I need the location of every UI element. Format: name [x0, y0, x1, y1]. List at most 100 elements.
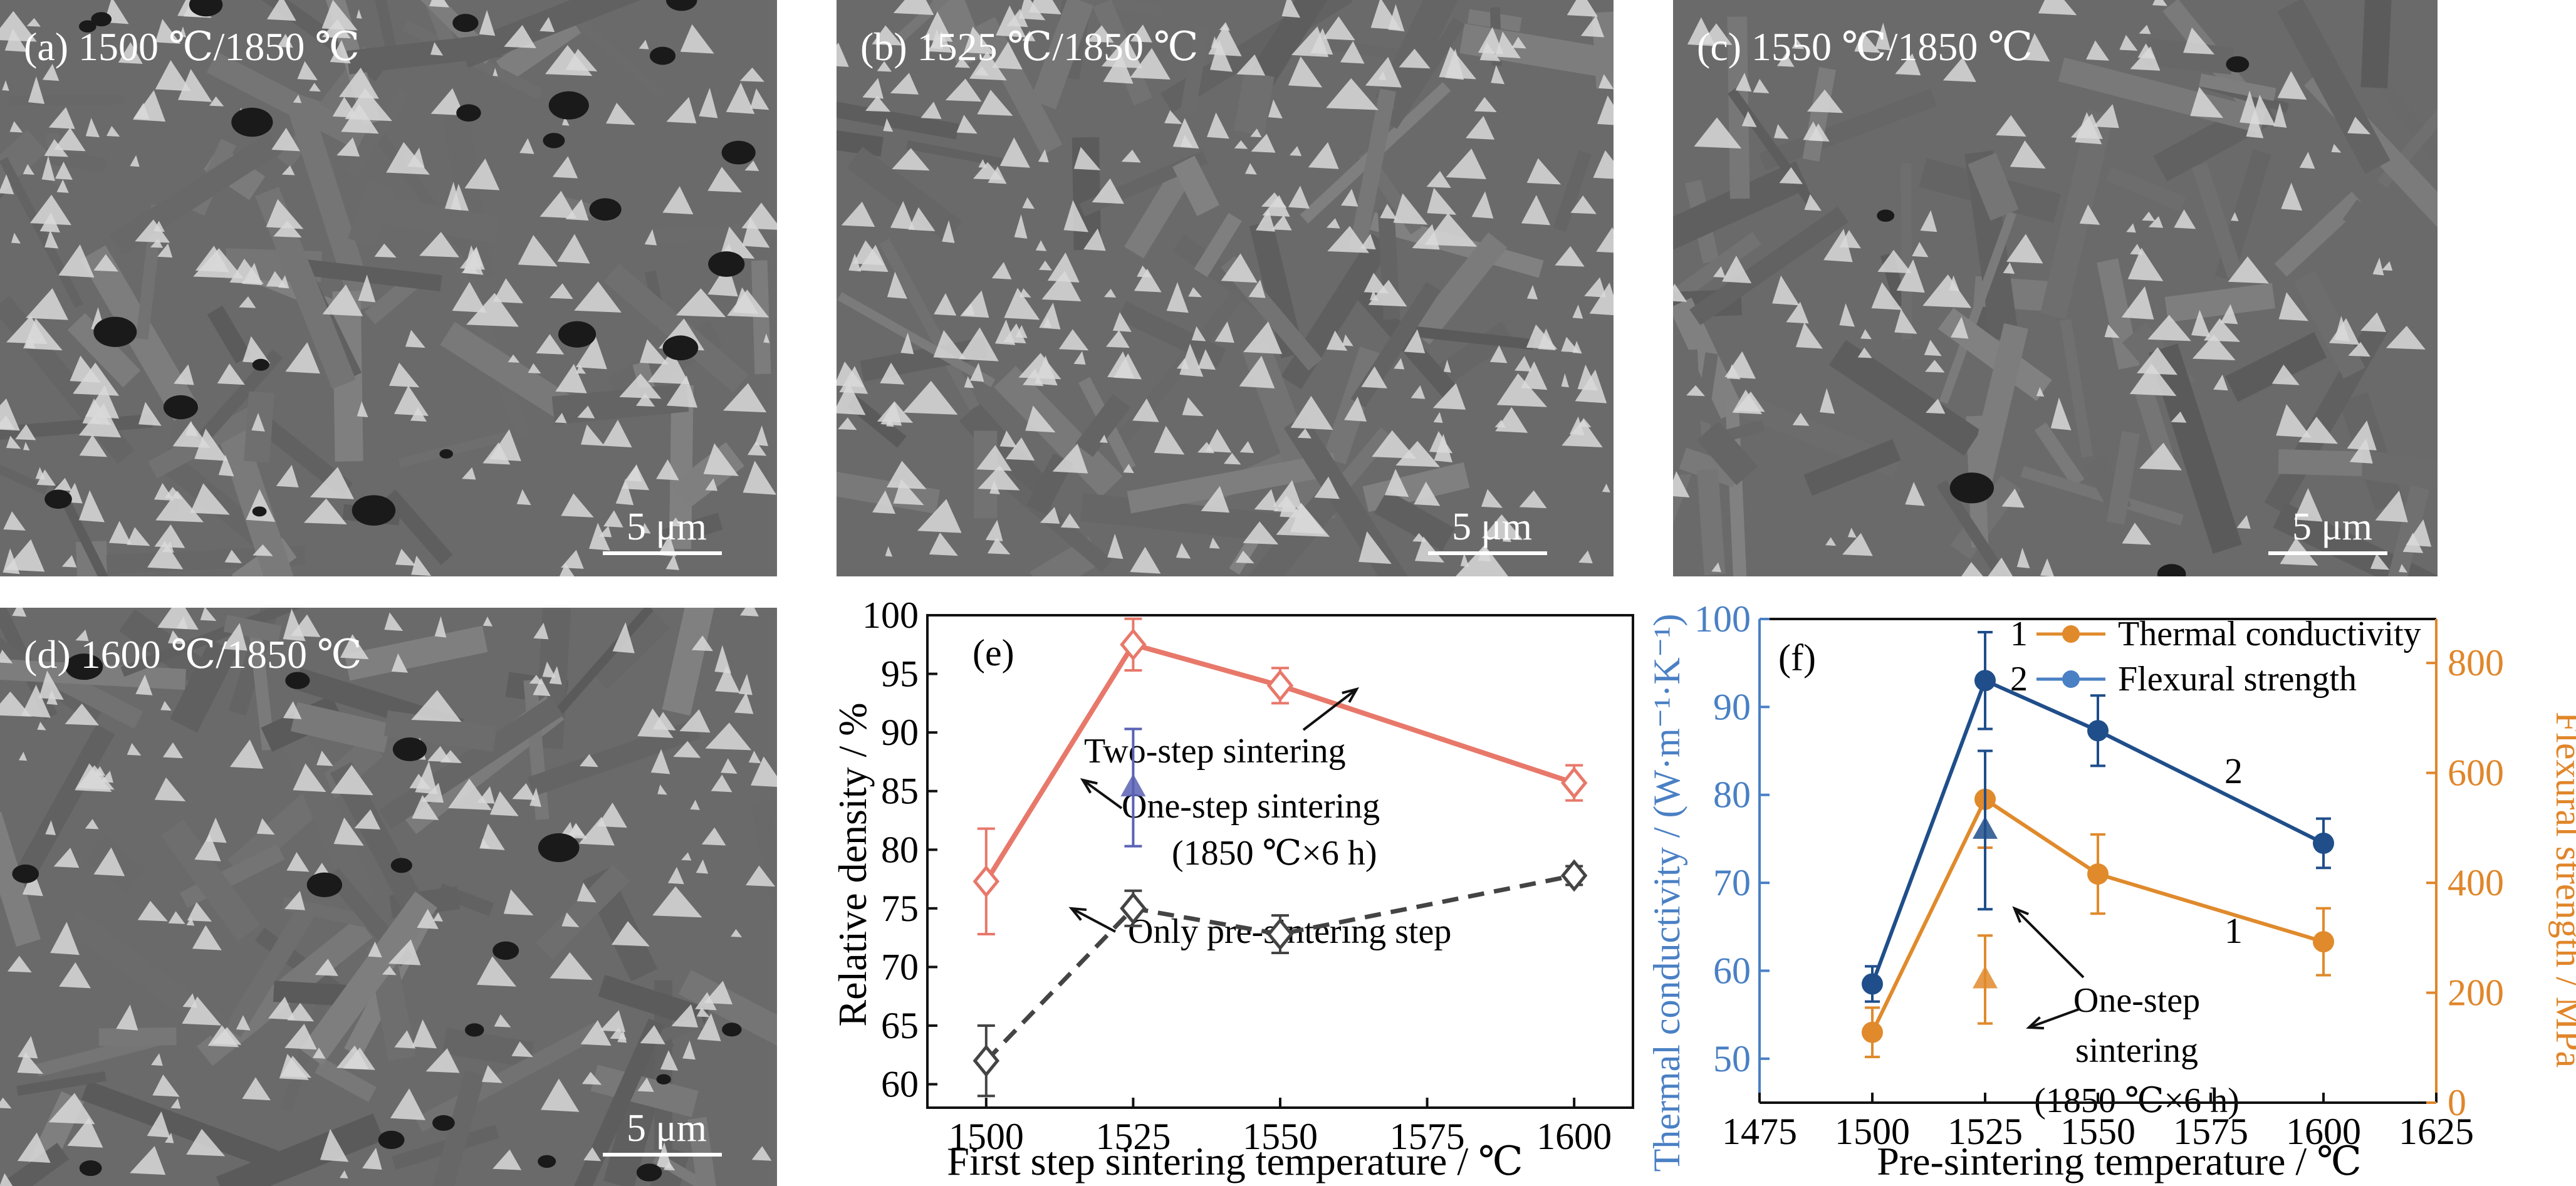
micrograph-phase [2126, 223, 2136, 233]
micrograph-phase [388, 362, 420, 388]
micrograph-phase [206, 818, 227, 843]
micrograph-phase [1243, 521, 1279, 545]
micrograph-phase [1022, 197, 1035, 209]
micrograph-phase [2348, 341, 2370, 357]
micrograph-phase [1239, 441, 1254, 454]
micrograph-phase [696, 1007, 710, 1017]
micrograph-phase [2010, 140, 2046, 169]
micrograph-phase [374, 243, 397, 258]
micrograph-phase [162, 742, 184, 759]
micrograph-pore [352, 495, 396, 526]
micrograph-phase [1239, 355, 1275, 388]
micrograph-phase [920, 101, 942, 119]
micrograph-phase [2192, 334, 2236, 361]
micrograph-phase [650, 749, 670, 774]
chart-f-ytick-right-label: 0 [2448, 1082, 2466, 1123]
chart-e-ytick-label: 100 [862, 601, 919, 636]
micrograph-phase [2240, 90, 2260, 125]
micrograph-phase [22, 869, 43, 897]
micrograph-grain [1697, 469, 1726, 576]
micrograph-phase [640, 523, 651, 534]
micrograph-phase [1092, 178, 1124, 204]
micrograph-phase [1041, 271, 1082, 301]
micrograph-phase [2331, 143, 2342, 153]
micrograph-phase [277, 33, 293, 48]
micrograph-grain [1073, 0, 1164, 17]
micrograph-phase [1271, 215, 1292, 231]
micrograph-phase [45, 820, 56, 836]
micrograph-phase [877, 61, 892, 72]
micrograph-phase [1694, 117, 1742, 148]
micrograph-phase [1905, 482, 1925, 506]
micrograph-phase [2152, 0, 2167, 6]
micrograph-phase [561, 116, 570, 126]
chart-e-point [1266, 918, 1294, 950]
micrograph-phase [555, 412, 567, 424]
micrograph-phase [1281, 0, 1301, 18]
micrograph-phase [1578, 418, 1592, 427]
micrograph-grain [1901, 163, 1912, 340]
micrograph-phase [1875, 23, 1891, 51]
micrograph-phase [1182, 397, 1204, 417]
micrograph-grain [687, 1116, 724, 1186]
micrograph-phase [1043, 317, 1052, 328]
chart-e-ytick-label: 60 [881, 1064, 919, 1105]
micrograph-phase [1519, 490, 1547, 509]
micrograph-phase [46, 690, 58, 705]
micrograph-b-scale-text: 5 μm [1452, 506, 1532, 548]
micrograph-phase [960, 290, 989, 318]
micrograph-phase [1926, 398, 1946, 414]
micrograph-phase [1432, 383, 1466, 410]
micrograph-phase [2183, 27, 2215, 55]
micrograph-phase [1569, 416, 1585, 435]
micrograph-phase [333, 817, 364, 846]
micrograph-phase [2347, 117, 2371, 135]
micrograph-phase [1208, 24, 1242, 56]
micrograph-phase [276, 464, 299, 487]
micrograph-phase [969, 363, 984, 382]
micrograph-phase [750, 756, 777, 787]
chart-f-xtick-label: 1550 [2060, 1111, 2135, 1152]
micrograph-phase [152, 1074, 180, 1097]
chart-e-series-line [984, 873, 1575, 1063]
micrograph-phase [172, 421, 211, 448]
micrograph-phase [512, 783, 536, 800]
micrograph-phase [1014, 214, 1028, 239]
micrograph-phase [421, 783, 444, 803]
micrograph-grain [1385, 17, 1465, 129]
chart-f-point [2087, 863, 2109, 885]
micrograph-grain [2199, 73, 2276, 101]
chart-f-point [1973, 816, 1998, 839]
micrograph-phase [464, 159, 500, 190]
micrograph-pore [722, 1022, 742, 1037]
micrograph-phase [284, 890, 305, 910]
micrograph-grain [300, 258, 442, 292]
micrograph-grain [2135, 389, 2175, 463]
micrograph-phase [503, 889, 534, 916]
micrograph-phase [580, 754, 598, 767]
micrograph-phase [155, 19, 181, 44]
micrograph-grain [1194, 212, 1242, 278]
micrograph-phase [705, 478, 718, 491]
micrograph-grain [2278, 449, 2363, 477]
micrograph-phase [1326, 330, 1348, 351]
micrograph-pore [231, 107, 273, 137]
micrograph-grain [2164, 283, 2276, 323]
micrograph-pore [285, 672, 310, 689]
micrograph-phase [1370, 0, 1401, 30]
micrograph-phase [1172, 118, 1199, 149]
micrograph-phase [959, 327, 999, 362]
micrograph-phase [162, 541, 174, 553]
micrograph-phase [154, 483, 175, 501]
micrograph-grain [207, 305, 252, 364]
micrograph-phase [168, 630, 183, 645]
micrograph-phase [999, 137, 1030, 168]
micrograph-phase [1344, 396, 1367, 422]
micrograph-phase [1038, 149, 1049, 163]
micrograph-phase [2023, 33, 2050, 62]
micrograph-grain [118, 609, 214, 688]
micrograph-phase [25, 333, 36, 349]
micrograph-phase [1326, 78, 1379, 110]
micrograph-phase [1673, 283, 1687, 302]
micrograph-phase [28, 76, 45, 104]
